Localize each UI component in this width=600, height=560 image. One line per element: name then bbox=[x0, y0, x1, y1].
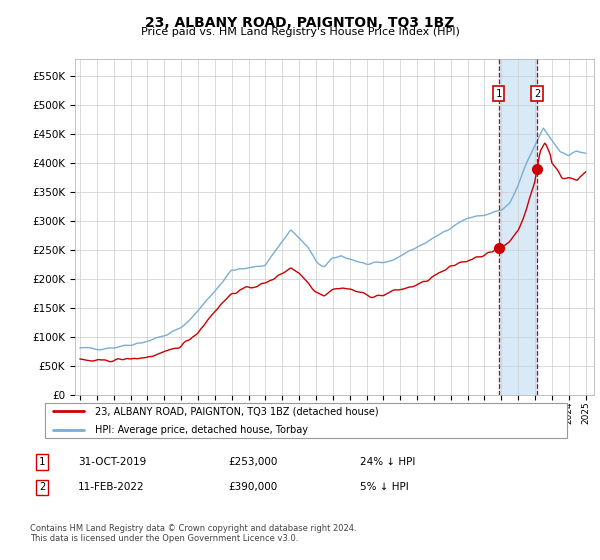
Text: 1: 1 bbox=[496, 88, 502, 99]
Text: 31-OCT-2019: 31-OCT-2019 bbox=[78, 457, 146, 467]
Text: 11-FEB-2022: 11-FEB-2022 bbox=[78, 482, 145, 492]
Text: 1: 1 bbox=[39, 457, 45, 467]
Text: £253,000: £253,000 bbox=[228, 457, 277, 467]
Text: HPI: Average price, detached house, Torbay: HPI: Average price, detached house, Torb… bbox=[95, 425, 308, 435]
Text: £390,000: £390,000 bbox=[228, 482, 277, 492]
Text: Contains HM Land Registry data © Crown copyright and database right 2024.
This d: Contains HM Land Registry data © Crown c… bbox=[30, 524, 356, 543]
Text: Price paid vs. HM Land Registry's House Price Index (HPI): Price paid vs. HM Land Registry's House … bbox=[140, 27, 460, 37]
Text: 23, ALBANY ROAD, PAIGNTON, TQ3 1BZ (detached house): 23, ALBANY ROAD, PAIGNTON, TQ3 1BZ (deta… bbox=[95, 406, 379, 416]
Text: 5% ↓ HPI: 5% ↓ HPI bbox=[360, 482, 409, 492]
Text: 2: 2 bbox=[39, 482, 45, 492]
Text: 24% ↓ HPI: 24% ↓ HPI bbox=[360, 457, 415, 467]
FancyBboxPatch shape bbox=[44, 403, 568, 438]
Bar bbox=[499, 59, 537, 395]
Text: 23, ALBANY ROAD, PAIGNTON, TQ3 1BZ: 23, ALBANY ROAD, PAIGNTON, TQ3 1BZ bbox=[145, 16, 455, 30]
Text: 2: 2 bbox=[534, 88, 540, 99]
